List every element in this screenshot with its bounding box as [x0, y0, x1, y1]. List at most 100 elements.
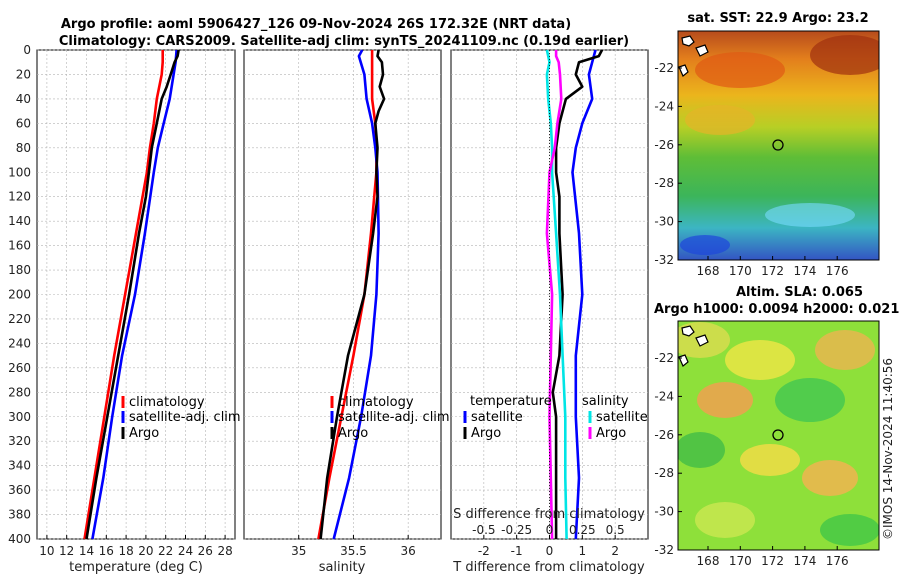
s-tick-label: 0.5 [606, 523, 625, 537]
y-tick-label: 180 [8, 263, 31, 277]
x-tick-label: 28 [217, 544, 232, 558]
map-x-tick-label: 168 [697, 264, 720, 278]
map-x-tick-label: 172 [761, 264, 784, 278]
island [695, 334, 709, 347]
legend-label-climatology: climatology [338, 395, 414, 410]
legend-label-t-satellite: satellite [471, 410, 523, 425]
title-line-1: Argo profile: aoml 5906427_126 09-Nov-20… [61, 17, 571, 32]
difference-xlabel: T difference from climatology [452, 560, 645, 575]
sst-map [678, 31, 879, 260]
sla-map [678, 321, 879, 550]
x-tick-label: 35.5 [340, 544, 367, 558]
map-y-tick-label: -26 [654, 138, 674, 152]
x-tick-label: 1 [579, 544, 587, 558]
y-tick-label: 360 [8, 483, 31, 497]
sla-patch [695, 502, 755, 538]
imos-credit: ©IMOS 14-Nov-2024 11:40:56 [881, 358, 895, 540]
y-tick-label: 200 [8, 288, 31, 302]
y-tick-label: 100 [8, 165, 31, 179]
salinity-legend: climatology satellite-adj. clim Argo [330, 395, 450, 441]
legend-label-argo: Argo [338, 426, 368, 441]
map-x-tick-label: 174 [793, 554, 816, 568]
x-tick-label: 2 [611, 544, 619, 558]
map-y-tick-label: -22 [654, 61, 674, 75]
island [695, 44, 709, 57]
legend-label-satellite: satellite-adj. clim [129, 410, 241, 425]
legend-label-t-argo: Argo [471, 426, 501, 441]
y-tick-label: 240 [8, 336, 31, 350]
map-tick-labels: 168 170 172 174 176 -22 -24 -26 -28 -30 -32 168 170 1… [654, 61, 848, 568]
y-tick-label: 0 [23, 43, 31, 57]
argo-location-marker [772, 139, 784, 151]
map-x-tick-label: 176 [826, 554, 849, 568]
series-line-argo [85, 49, 180, 540]
s-difference-xlabel: S difference from climatology [453, 507, 645, 522]
s-tick-label: 0.25 [569, 523, 596, 537]
title-line-2: Climatology: CARS2009. Satellite-adj cli… [59, 34, 629, 49]
sst-cool-patch [680, 235, 730, 255]
y-tick-label: 120 [8, 190, 31, 204]
y-tick-label: 260 [8, 361, 31, 375]
sla-map-subtitle: Argo h1000: 0.0094 h2000: 0.021 [654, 302, 899, 317]
sla-patch [740, 444, 800, 476]
y-tick-label: 220 [8, 312, 31, 326]
legend-label-s-argo: Argo [596, 426, 626, 441]
x-tick-label: 18 [118, 544, 133, 558]
difference-plot: -2 -1 0 1 2 -0.5 -0.25 0 0.25 0.5 [451, 49, 648, 558]
x-tick-label: 35 [291, 544, 306, 558]
x-tick-label: 10 [39, 544, 54, 558]
x-tick-label: 22 [158, 544, 173, 558]
y-tick-label: 160 [8, 239, 31, 253]
sst-warm-patch [810, 35, 879, 75]
y-tick-label: 300 [8, 410, 31, 424]
map-y-tick-label: -30 [654, 505, 674, 519]
map-x-tick-label: 172 [761, 554, 784, 568]
temperature-legend: climatology satellite-adj. clim Argo [121, 395, 241, 441]
sla-patch [697, 382, 753, 418]
y-tick-label: 320 [8, 434, 31, 448]
island [681, 325, 695, 337]
map-y-tick-label: -30 [654, 215, 674, 229]
sla-patch [678, 432, 725, 468]
sst-cool-patch [765, 203, 855, 227]
map-y-tick-label: -32 [654, 543, 674, 557]
s-tick-label: 0 [546, 523, 554, 537]
sst-map-title: sat. SST: 22.9 Argo: 23.2 [687, 11, 868, 26]
legend-group-salinity: salinity [582, 394, 629, 409]
series-line-t-satellite [571, 49, 597, 540]
sla-patch [725, 340, 795, 380]
y-tick-label: 40 [16, 92, 31, 106]
map-x-tick-label: 174 [793, 264, 816, 278]
depth-tick-labels: 0 20 40 60 80 100 120 140 160 180 200 220 240 260 280 3… [8, 43, 31, 546]
y-tick-label: 380 [8, 508, 31, 522]
x-tick-label: 24 [178, 544, 193, 558]
sla-patch [815, 330, 875, 370]
s-tick-label: -0.5 [472, 523, 495, 537]
y-tick-label: 400 [8, 532, 31, 546]
series-line-climatology [83, 50, 164, 540]
map-y-tick-label: -32 [654, 253, 674, 267]
salinity-xlabel: salinity [319, 560, 366, 575]
map-y-tick-label: -26 [654, 428, 674, 442]
sla-map-title: Altim. SLA: 0.065 [736, 285, 863, 300]
map-y-tick-label: -22 [654, 351, 674, 365]
y-tick-label: 60 [16, 116, 31, 130]
x-tick-label: 26 [198, 544, 213, 558]
y-tick-label: 140 [8, 214, 31, 228]
map-x-tick-label: 176 [826, 264, 849, 278]
x-tick-label: 14 [79, 544, 94, 558]
map-y-tick-label: -28 [654, 176, 674, 190]
map-x-tick-label: 168 [697, 554, 720, 568]
series-line-climatology [317, 50, 378, 540]
argo-location-marker [772, 429, 784, 441]
series-line-t-argo [551, 49, 604, 539]
salinity-plot: 35 35.5 36 [244, 49, 441, 558]
map-x-tick-label: 170 [729, 264, 752, 278]
y-tick-label: 20 [16, 67, 31, 81]
sla-patch [775, 378, 845, 422]
x-tick-label: 16 [99, 544, 114, 558]
x-tick-label: 20 [138, 544, 153, 558]
difference-legend: temperature salinity satellite Argo sate… [463, 394, 648, 441]
